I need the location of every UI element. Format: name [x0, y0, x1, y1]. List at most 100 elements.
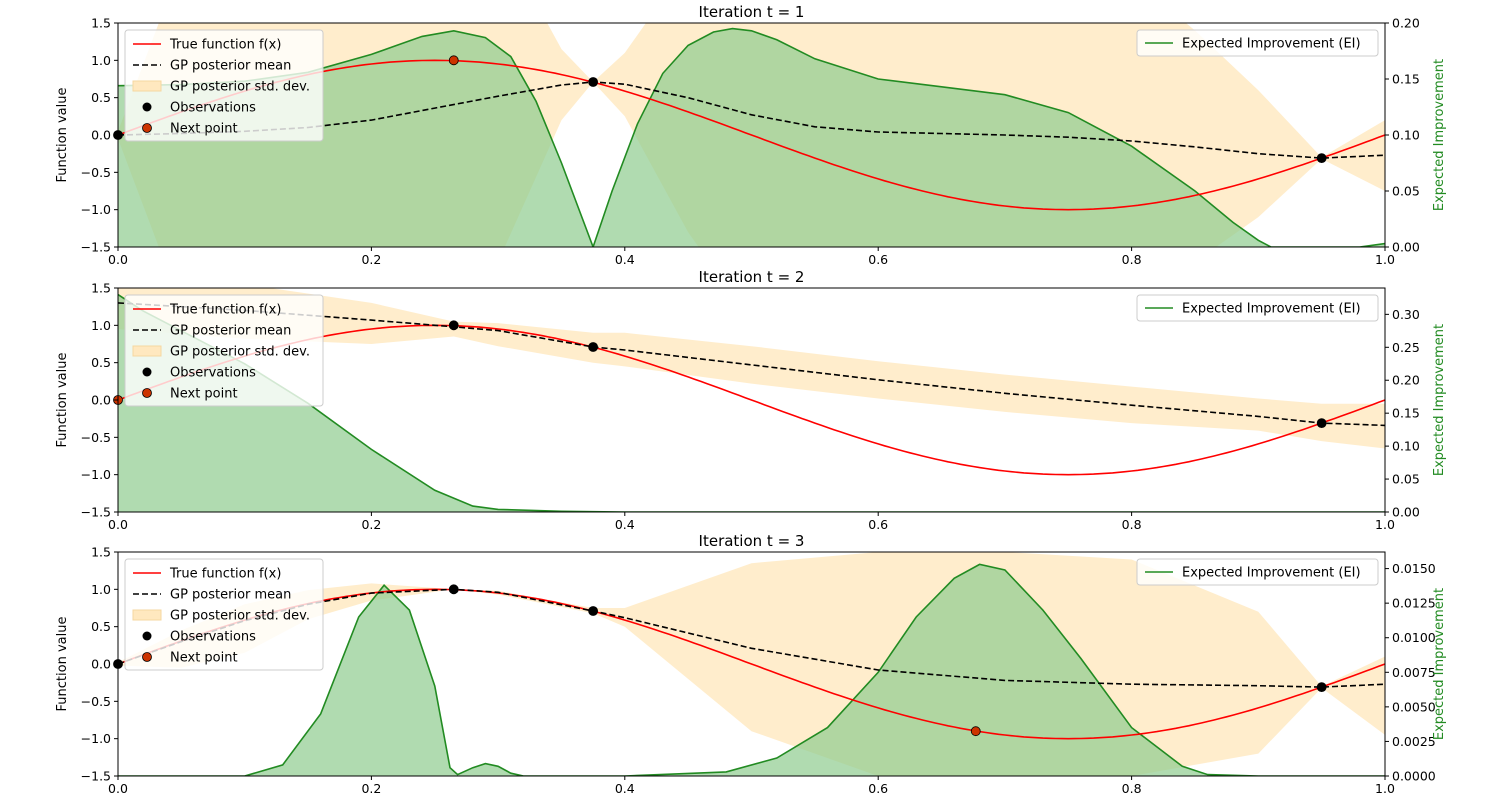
y2-axis-label: Expected Improvement: [1432, 59, 1447, 211]
y2-axis-label: Expected Improvement: [1432, 588, 1447, 740]
ei-legend-box: [1136, 558, 1379, 586]
y-tick-label: −1.0: [81, 467, 111, 482]
legend-gp-std-swatch: [132, 609, 162, 621]
legend-next-point-label: Next point: [170, 122, 238, 137]
observation-point: [1316, 153, 1327, 164]
observation-point: [588, 342, 599, 352]
y2-tick-label: 0.0100: [1392, 630, 1436, 645]
next-point-marker: [448, 55, 459, 66]
y2-tick-label: 0.0150: [1392, 561, 1436, 576]
y2-tick-label: 0.25: [1392, 340, 1420, 355]
y-tick-label: 1.0: [91, 53, 111, 68]
panel-title: Iteration t = 2: [699, 268, 805, 286]
y2-tick-label: 0.20: [1392, 373, 1420, 388]
x-tick-label: 0.8: [1122, 252, 1142, 267]
x-tick-label: 0.2: [361, 252, 381, 267]
y2-tick-label: 0.10: [1392, 439, 1420, 454]
legend-observations-label: Observations: [170, 630, 256, 645]
ei-area: [118, 294, 1385, 512]
legend-observations-label: Observations: [170, 101, 256, 116]
legend-box: [124, 294, 324, 407]
y-tick-label: −0.5: [81, 430, 111, 445]
y-tick-label: 0.5: [91, 355, 111, 370]
ei-line: [118, 27, 1385, 247]
true-function-line: [118, 324, 1385, 476]
gp-std-band: [118, 288, 1385, 449]
legend-observations-swatch: [142, 367, 152, 377]
legend: True function f(x) GP posterior mean GP po…: [124, 29, 324, 142]
x-tick-label: 1.0: [1375, 252, 1395, 267]
ei-legend-box: [1136, 294, 1379, 322]
y2-tick-label: 0.0025: [1392, 734, 1436, 749]
legend-next-point-swatch: [142, 123, 152, 133]
legend-box: [124, 558, 324, 671]
legend-true-function-label: True function f(x): [169, 38, 281, 53]
y2-tick-label: 0.15: [1392, 72, 1420, 87]
legend-next-point-label: Next point: [170, 651, 238, 666]
y-tick-label: −1.5: [81, 240, 111, 255]
panel-title: Iteration t = 3: [699, 532, 805, 550]
x-tick-label: 0.6: [868, 252, 888, 267]
y-tick-label: 1.5: [91, 16, 111, 31]
y-tick-label: 0.5: [91, 619, 111, 634]
legend-next-point-label: Next point: [170, 387, 238, 402]
y2-tick-label: 0.15: [1392, 406, 1420, 421]
y-tick-label: −1.0: [81, 202, 111, 217]
x-tick-label: 1.0: [1375, 517, 1395, 532]
y-tick-label: 0.0: [91, 393, 111, 408]
y-tick-label: −0.5: [81, 165, 111, 180]
y2-tick-label: 0.20: [1392, 16, 1420, 31]
y-tick-label: 0.0: [91, 657, 111, 672]
y2-tick-label: 0.0075: [1392, 665, 1436, 680]
ei-legend: Expected Improvement (EI): [1136, 558, 1379, 586]
ei-legend: Expected Improvement (EI): [1136, 294, 1379, 322]
ei-legend-box: [1136, 29, 1379, 57]
y2-tick-label: 0.0000: [1392, 769, 1436, 784]
legend-true-function-label: True function f(x): [169, 303, 281, 318]
ei-legend-label: Expected Improvement (EI): [1182, 566, 1361, 581]
y2-axis-label: Expected Improvement: [1432, 324, 1447, 476]
x-tick-label: 0.2: [361, 517, 381, 532]
y-tick-label: 1.5: [91, 281, 111, 296]
ei-legend-label: Expected Improvement (EI): [1182, 37, 1361, 52]
observation-point: [1316, 682, 1327, 693]
ei-legend: Expected Improvement (EI): [1136, 29, 1379, 57]
y-tick-label: −1.5: [81, 769, 111, 784]
x-tick-label: 0.4: [615, 781, 635, 796]
true-function-line: [118, 588, 1385, 740]
observation-point: [448, 320, 459, 331]
y-tick-label: −0.5: [81, 694, 111, 709]
legend-gp-std-label: GP posterior std. dev.: [170, 345, 310, 360]
y-tick-label: −1.0: [81, 731, 111, 746]
observation-point: [588, 77, 599, 87]
x-tick-label: 0.6: [868, 781, 888, 796]
y-tick-label: 0.5: [91, 90, 111, 105]
legend-next-point-swatch: [142, 652, 152, 662]
legend-gp-std-swatch: [132, 345, 162, 357]
legend-observations-swatch: [142, 102, 152, 112]
y2-tick-label: 0.10: [1392, 128, 1420, 143]
legend-gp-std-label: GP posterior std. dev.: [170, 609, 310, 624]
observation-point: [448, 584, 459, 595]
x-tick-label: 0.0: [108, 252, 128, 267]
x-tick-label: 0.8: [1122, 781, 1142, 796]
legend-observations-label: Observations: [170, 366, 256, 381]
x-tick-label: 0.6: [868, 517, 888, 532]
y2-tick-label: 0.00: [1392, 505, 1420, 520]
x-tick-label: 0.4: [615, 517, 635, 532]
legend-gp-std-label: GP posterior std. dev.: [170, 80, 310, 95]
true-function-line: [118, 59, 1385, 211]
legend: True function f(x) GP posterior mean GP po…: [124, 294, 324, 407]
legend-gp-mean-label: GP posterior mean: [170, 59, 291, 74]
y2-tick-label: 0.30: [1392, 307, 1420, 322]
observation-point: [1316, 418, 1327, 429]
legend-next-point-swatch: [142, 388, 152, 398]
gp-mean-line: [118, 302, 1385, 427]
x-tick-label: 0.0: [108, 781, 128, 796]
y-tick-label: 1.0: [91, 582, 111, 597]
y2-tick-label: 0.0050: [1392, 699, 1436, 714]
ei-legend-label: Expected Improvement (EI): [1182, 302, 1361, 317]
x-tick-label: 0.4: [615, 252, 635, 267]
ei-area: [118, 28, 1385, 247]
